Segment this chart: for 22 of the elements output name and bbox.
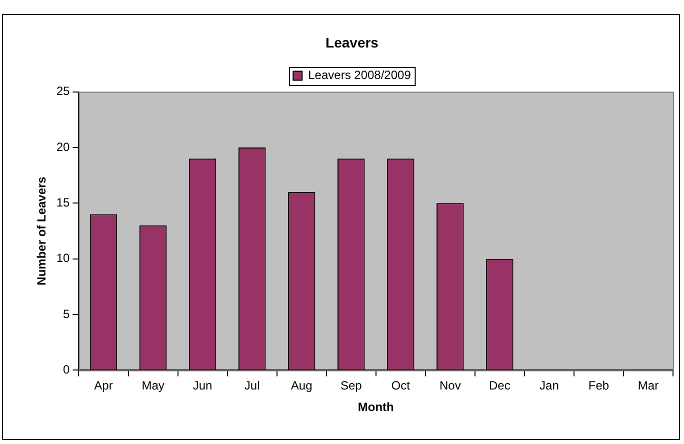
- x-tick-label: Sep: [340, 378, 362, 393]
- x-tick-label: Oct: [391, 378, 411, 393]
- x-tick-label: Nov: [439, 378, 461, 393]
- y-axis-title: Number of Leavers: [34, 176, 49, 286]
- y-tick-label: 5: [63, 306, 70, 321]
- x-tick-label: Apr: [94, 378, 113, 393]
- y-tick-label: 20: [56, 140, 70, 154]
- x-tick-label: Jan: [540, 378, 559, 393]
- y-tick-label: 0: [63, 362, 70, 377]
- y-tick-label: 10: [56, 251, 70, 266]
- x-tick-label: May: [142, 378, 164, 393]
- x-tick-label: Jun: [192, 378, 212, 393]
- x-tick-label: Aug: [290, 378, 312, 393]
- legend-label: Leavers 2008/2009: [308, 68, 412, 82]
- x-tick-label: Jul: [244, 378, 260, 393]
- x-tick-label: Feb: [588, 378, 610, 393]
- x-tick-label: Dec: [489, 378, 510, 393]
- y-tick-label: 25: [56, 84, 70, 98]
- x-axis-title: Month: [358, 400, 394, 414]
- y-tick-label: 15: [56, 195, 70, 210]
- x-tick-label: Mar: [638, 378, 659, 393]
- chart-title: Leavers: [326, 34, 379, 50]
